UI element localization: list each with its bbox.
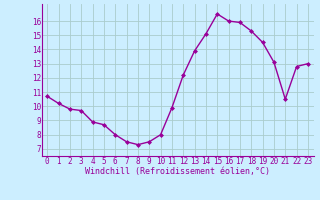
X-axis label: Windchill (Refroidissement éolien,°C): Windchill (Refroidissement éolien,°C) xyxy=(85,167,270,176)
